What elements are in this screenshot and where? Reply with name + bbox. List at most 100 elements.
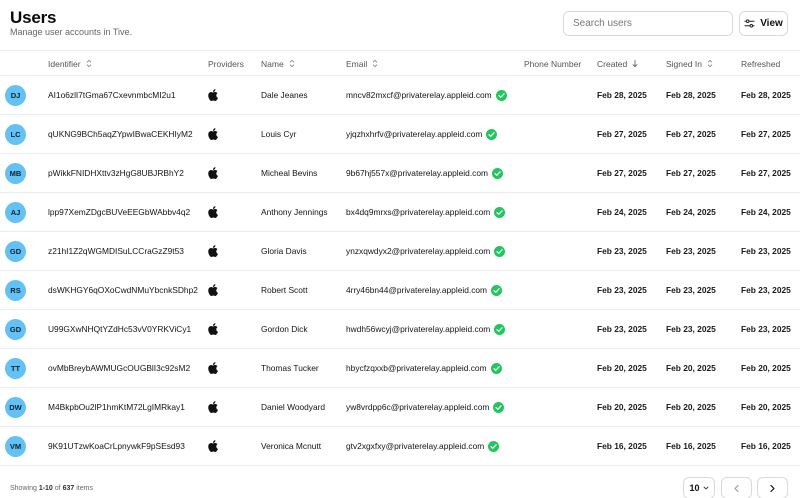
check-circle-icon xyxy=(491,284,503,296)
email-cell: hbycfzqxxb@privaterelay.appleid.com xyxy=(346,349,502,387)
signed-in-cell: Feb 23, 2025 xyxy=(666,246,716,256)
previous-page-button[interactable] xyxy=(721,477,752,498)
apple-icon xyxy=(208,401,218,413)
email-cell: yw8vrdpp6c@privaterelay.appleid.com xyxy=(346,388,505,426)
signed-in-cell: Feb 27, 2025 xyxy=(666,129,716,139)
column-refreshed-label: Refreshed xyxy=(741,58,781,69)
check-circle-icon xyxy=(488,440,500,452)
table-row[interactable]: AJ lpp97XemZDgcBUVeEEGbWAbbv4q2 Anthony … xyxy=(0,193,800,232)
created-cell: Feb 28, 2025 xyxy=(597,90,647,100)
view-button[interactable]: View xyxy=(739,11,788,36)
table-row[interactable]: MB pWikkFNIDHXttv3zHgG8UBJRBhY2 Micheal … xyxy=(0,154,800,193)
name-cell: Thomas Tucker xyxy=(261,363,319,373)
name-cell: Dale Jeanes xyxy=(261,90,308,100)
refreshed-cell: Feb 28, 2025 xyxy=(741,90,791,100)
column-email[interactable]: Email xyxy=(346,51,379,76)
next-page-button[interactable] xyxy=(757,477,788,498)
email-text: gtv2xgxfxy@privaterelay.appleid.com xyxy=(346,441,485,451)
table-row[interactable]: LC qUKNG9BCh5aqZYpwIBwaCEKHIyM2 Louis Cy… xyxy=(0,115,800,154)
identifier-cell: lpp97XemZDgcBUVeEEGbWAbbv4q2 xyxy=(48,207,191,217)
refreshed-cell: Feb 27, 2025 xyxy=(741,129,791,139)
page-subtitle: Manage user accounts in Tive. xyxy=(10,27,133,37)
search-input[interactable] xyxy=(563,11,733,36)
avatar: LC xyxy=(5,124,26,145)
avatar: GD xyxy=(5,319,26,340)
column-identifier-label: Identifier xyxy=(48,58,81,69)
identifier-cell: AI1o6zlI7tGma67CxevnmbcMI2u1 xyxy=(48,90,176,100)
table-row[interactable]: GD z21hI1Z2qWGMDISuLCCraGzZ9t53 Gloria D… xyxy=(0,232,800,271)
created-cell: Feb 16, 2025 xyxy=(597,441,647,451)
provider-cell xyxy=(208,154,218,192)
email-text: bx4dq9mrxs@privaterelay.appleid.com xyxy=(346,207,491,217)
signed-in-cell: Feb 23, 2025 xyxy=(666,285,716,295)
email-text: yjqzhxhrfv@privaterelay.appleid.com xyxy=(346,129,483,139)
page-title: Users xyxy=(10,8,57,27)
provider-cell xyxy=(208,310,218,348)
refreshed-cell: Feb 23, 2025 xyxy=(741,246,791,256)
email-text: 9b67hj557x@privaterelay.appleid.com xyxy=(346,168,488,178)
name-cell: Louis Cyr xyxy=(261,129,297,139)
column-identifier[interactable]: Identifier xyxy=(48,51,93,76)
created-cell: Feb 20, 2025 xyxy=(597,402,647,412)
column-created[interactable]: Created xyxy=(597,51,639,76)
avatar: MB xyxy=(5,163,26,184)
signed-in-cell: Feb 16, 2025 xyxy=(666,441,716,451)
column-phone-label: Phone Number xyxy=(524,58,582,69)
check-circle-icon xyxy=(486,128,498,140)
email-text: 4rry46bn44@privaterelay.appleid.com xyxy=(346,285,488,295)
apple-icon xyxy=(208,284,218,296)
showing-prefix: Showing xyxy=(10,485,37,492)
email-cell: gtv2xgxfxy@privaterelay.appleid.com xyxy=(346,427,500,465)
table-row[interactable]: TT ovMbBreybAWMUGcOUGBlI3c92sM2 Thomas T… xyxy=(0,349,800,388)
refreshed-cell: Feb 27, 2025 xyxy=(741,168,791,178)
table-row[interactable]: DW M4BkpbOu2lP1hmKtM72LgIMRkay1 Daniel W… xyxy=(0,388,800,427)
page-header: Users Manage user accounts in Tive. View xyxy=(0,0,800,50)
table-row[interactable]: DJ AI1o6zlI7tGma67CxevnmbcMI2u1 Dale Jea… xyxy=(0,76,800,115)
refreshed-cell: Feb 24, 2025 xyxy=(741,207,791,217)
email-text: hbycfzqxxb@privaterelay.appleid.com xyxy=(346,363,487,373)
pagination-summary: Showing 1-10 of 637 items xyxy=(10,485,93,492)
table-row[interactable]: RS dsWKHGY6qOXoCwdNMuYbcnkSDhp2 Robert S… xyxy=(0,271,800,310)
table-row[interactable]: GD U99GXwNHQtYZdHc53vV0YRKViCy1 Gordon D… xyxy=(0,310,800,349)
name-cell: Robert Scott xyxy=(261,285,308,295)
sort-icon xyxy=(289,59,294,68)
page-size-select[interactable]: 10 xyxy=(683,477,715,498)
apple-icon xyxy=(208,440,218,452)
table-row[interactable]: VM 9K91UTzwKoaCrLpnywkF9pSEsd93 Veronica… xyxy=(0,427,800,466)
chevron-left-icon xyxy=(734,484,739,492)
created-cell: Feb 24, 2025 xyxy=(597,207,647,217)
column-phone: Phone Number xyxy=(524,51,581,76)
email-text: yw8vrdpp6c@privaterelay.appleid.com xyxy=(346,402,490,412)
view-button-label: View xyxy=(760,18,783,29)
identifier-cell: z21hI1Z2qWGMDISuLCCraGzZ9t53 xyxy=(48,246,184,256)
apple-icon xyxy=(208,323,218,335)
table-body: DJ AI1o6zlI7tGma67CxevnmbcMI2u1 Dale Jea… xyxy=(0,76,800,466)
avatar: DW xyxy=(5,397,26,418)
column-providers-label: Providers xyxy=(208,58,244,69)
check-circle-icon xyxy=(494,245,506,257)
avatar: DJ xyxy=(5,85,26,106)
column-email-label: Email xyxy=(346,58,368,69)
created-cell: Feb 23, 2025 xyxy=(597,246,647,256)
created-cell: Feb 20, 2025 xyxy=(597,363,647,373)
provider-cell xyxy=(208,388,218,426)
name-cell: Anthony Jennings xyxy=(261,207,328,217)
email-cell: yjqzhxhrfv@privaterelay.appleid.com xyxy=(346,115,498,153)
check-circle-icon xyxy=(495,89,507,101)
apple-icon xyxy=(208,128,218,140)
column-name[interactable]: Name xyxy=(261,51,296,76)
email-cell: hwdh56wcyj@privaterelay.appleid.com xyxy=(346,310,506,348)
email-cell: mncv82mxcf@privaterelay.appleid.com xyxy=(346,76,507,114)
avatar: GD xyxy=(5,241,26,262)
refreshed-cell: Feb 23, 2025 xyxy=(741,324,791,334)
avatar: RS xyxy=(5,280,26,301)
created-cell: Feb 27, 2025 xyxy=(597,168,647,178)
showing-total: 637 xyxy=(62,485,75,492)
signed-in-cell: Feb 28, 2025 xyxy=(666,90,716,100)
check-circle-icon xyxy=(491,167,503,179)
name-cell: Daniel Woodyard xyxy=(261,402,326,412)
column-signed-in[interactable]: Signed In xyxy=(666,51,714,76)
avatar: TT xyxy=(5,358,26,379)
column-refreshed: Refreshed xyxy=(741,51,780,76)
name-cell: Gordon Dick xyxy=(261,324,308,334)
